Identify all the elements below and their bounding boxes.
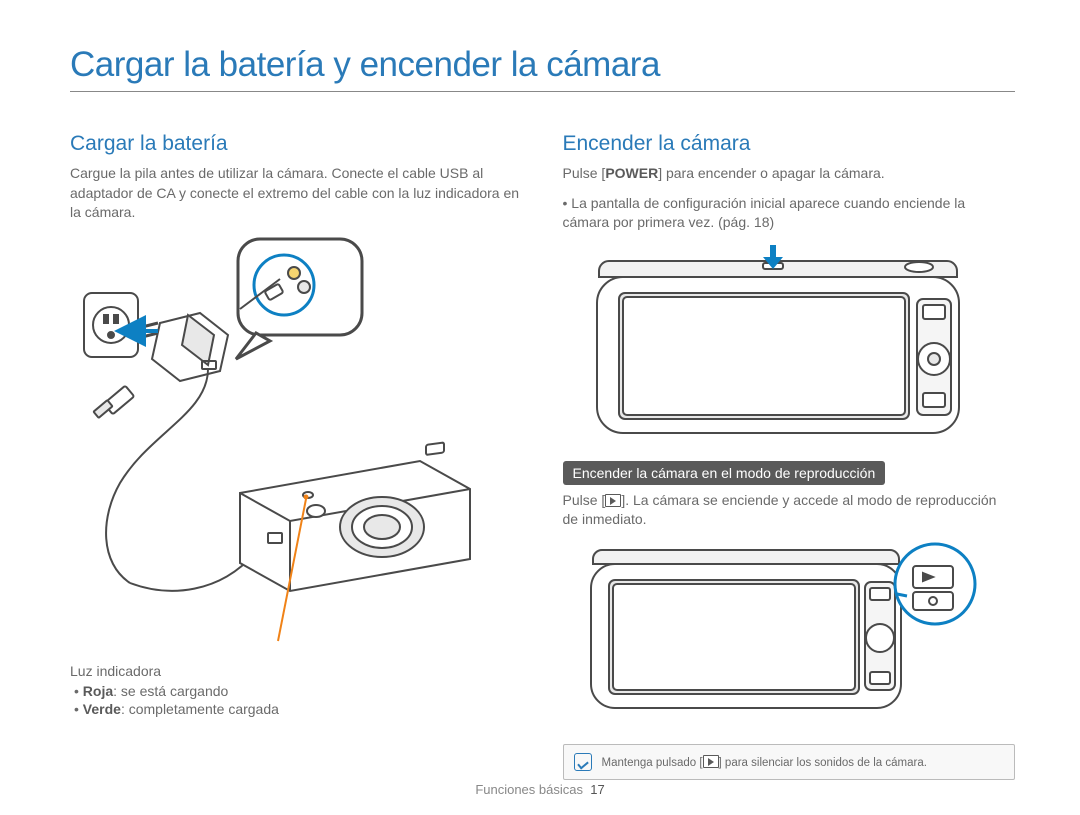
playback-intro: Pulse []. La cámara se enciende y accede… xyxy=(563,491,1016,530)
right-bullet-text: La pantalla de configuración inicial apa… xyxy=(563,195,966,231)
playback-post: ]. La cámara se enciende y accede al mod… xyxy=(563,492,997,528)
indicator-green-bold: Verde xyxy=(83,701,121,717)
right-bullet: • La pantalla de configuración inicial a… xyxy=(563,194,1016,233)
play-icon xyxy=(605,494,621,507)
power-label: POWER xyxy=(605,165,658,181)
left-intro-text: Cargue la pila antes de utilizar la cáma… xyxy=(70,164,523,223)
indicator-green-text: : completamente cargada xyxy=(121,701,279,717)
playback-pre: Pulse [ xyxy=(563,492,606,508)
page-title: Cargar la batería y encender la cámara xyxy=(70,45,1015,92)
charging-illustration xyxy=(70,233,510,653)
footer-page-number: 17 xyxy=(590,782,604,797)
playback-subheading: Encender la cámara en el modo de reprodu… xyxy=(563,461,886,485)
col-left: Cargar la batería Cargue la pila antes d… xyxy=(70,132,523,780)
note-post: ] para silenciar los sonidos de la cámar… xyxy=(719,757,927,769)
left-section-title: Cargar la batería xyxy=(70,132,523,156)
indicator-annotations: Luz indicadora • Roja: se está cargando … xyxy=(70,663,523,717)
indicator-red-bold: Roja xyxy=(83,683,113,699)
note-icon xyxy=(574,753,592,771)
indicator-green: • Verde: completamente cargada xyxy=(74,701,523,717)
note-pre: Mantenga pulsado [ xyxy=(602,757,703,769)
indicator-heading: Luz indicadora xyxy=(70,663,523,679)
note-box: Mantenga pulsado [ ] para silenciar los s… xyxy=(563,744,1016,780)
camera-back-play-illustration xyxy=(563,540,993,730)
col-right: Encender la cámara Pulse [POWER] para en… xyxy=(563,132,1016,780)
right-intro-pre: Pulse [ xyxy=(563,165,606,181)
play-icon xyxy=(703,755,719,768)
indicator-red: • Roja: se está cargando xyxy=(74,683,523,699)
footer-section: Funciones básicas xyxy=(475,782,583,797)
page-footer: Funciones básicas 17 xyxy=(0,782,1080,797)
right-intro-post: ] para encender o apagar la cámara. xyxy=(658,165,884,181)
right-intro: Pulse [POWER] para encender o apagar la … xyxy=(563,164,1016,184)
indicator-red-text: : se está cargando xyxy=(113,683,228,699)
right-section-title: Encender la cámara xyxy=(563,132,1016,156)
camera-back-power-illustration xyxy=(563,243,993,443)
note-text: Mantenga pulsado [ ] para silenciar los s… xyxy=(602,755,927,769)
